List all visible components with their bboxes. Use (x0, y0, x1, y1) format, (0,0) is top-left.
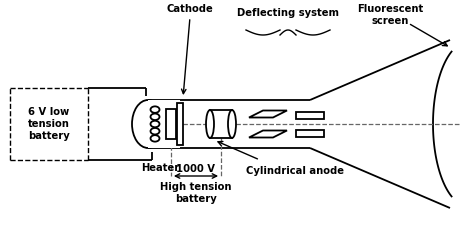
Ellipse shape (132, 100, 164, 148)
Bar (166, 109, 176, 139)
Ellipse shape (151, 135, 159, 142)
Bar (296, 129, 324, 136)
Bar (148, 100, 180, 148)
Ellipse shape (228, 110, 236, 138)
Text: Fluorescent
screen: Fluorescent screen (357, 4, 423, 26)
Text: Cathode: Cathode (167, 4, 213, 14)
Text: Heater: Heater (141, 163, 179, 173)
Ellipse shape (151, 106, 159, 113)
Ellipse shape (151, 128, 159, 134)
Bar (210, 110, 232, 138)
Polygon shape (249, 111, 287, 118)
Polygon shape (249, 130, 287, 137)
Ellipse shape (151, 121, 159, 127)
Text: High tension
battery: High tension battery (160, 182, 232, 204)
Ellipse shape (151, 114, 159, 120)
Text: Cylindrical anode: Cylindrical anode (246, 166, 344, 176)
Bar (177, 103, 183, 145)
Bar (296, 112, 324, 119)
Text: 1000 V: 1000 V (176, 164, 216, 174)
Ellipse shape (206, 110, 214, 138)
Text: Deflecting system: Deflecting system (237, 8, 339, 18)
Text: 6 V low
tension
battery: 6 V low tension battery (28, 107, 70, 141)
